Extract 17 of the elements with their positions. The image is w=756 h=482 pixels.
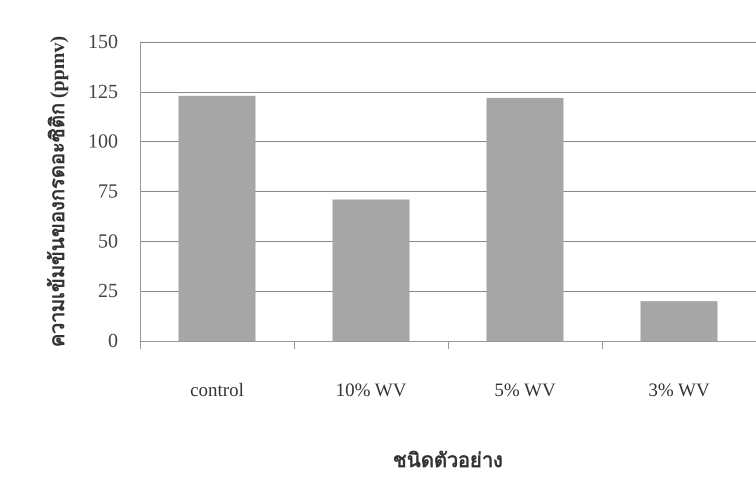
y-tick-label: 125 xyxy=(88,80,118,103)
y-tick-label: 25 xyxy=(98,280,118,302)
x-tick-label: 10% WV xyxy=(336,380,407,401)
x-tick-label: control xyxy=(190,380,244,401)
bar xyxy=(332,199,410,341)
y-tick-label: 150 xyxy=(88,31,118,53)
y-tick-label: 50 xyxy=(98,230,118,252)
y-tick-label: 0 xyxy=(108,330,118,352)
x-axis-title: ชนิดตัวอย่าง xyxy=(393,450,503,472)
bar xyxy=(178,96,256,341)
x-tick-label: 3% WV xyxy=(648,380,710,401)
y-tick-label: 75 xyxy=(98,180,118,202)
y-axis-title: ความเข้มข้นของกรดอะซิติก (ppmv) xyxy=(46,36,69,348)
bar xyxy=(486,98,564,341)
x-tick-label: 5% WV xyxy=(494,380,556,401)
bar xyxy=(640,301,718,341)
y-tick-label: 100 xyxy=(88,130,118,153)
